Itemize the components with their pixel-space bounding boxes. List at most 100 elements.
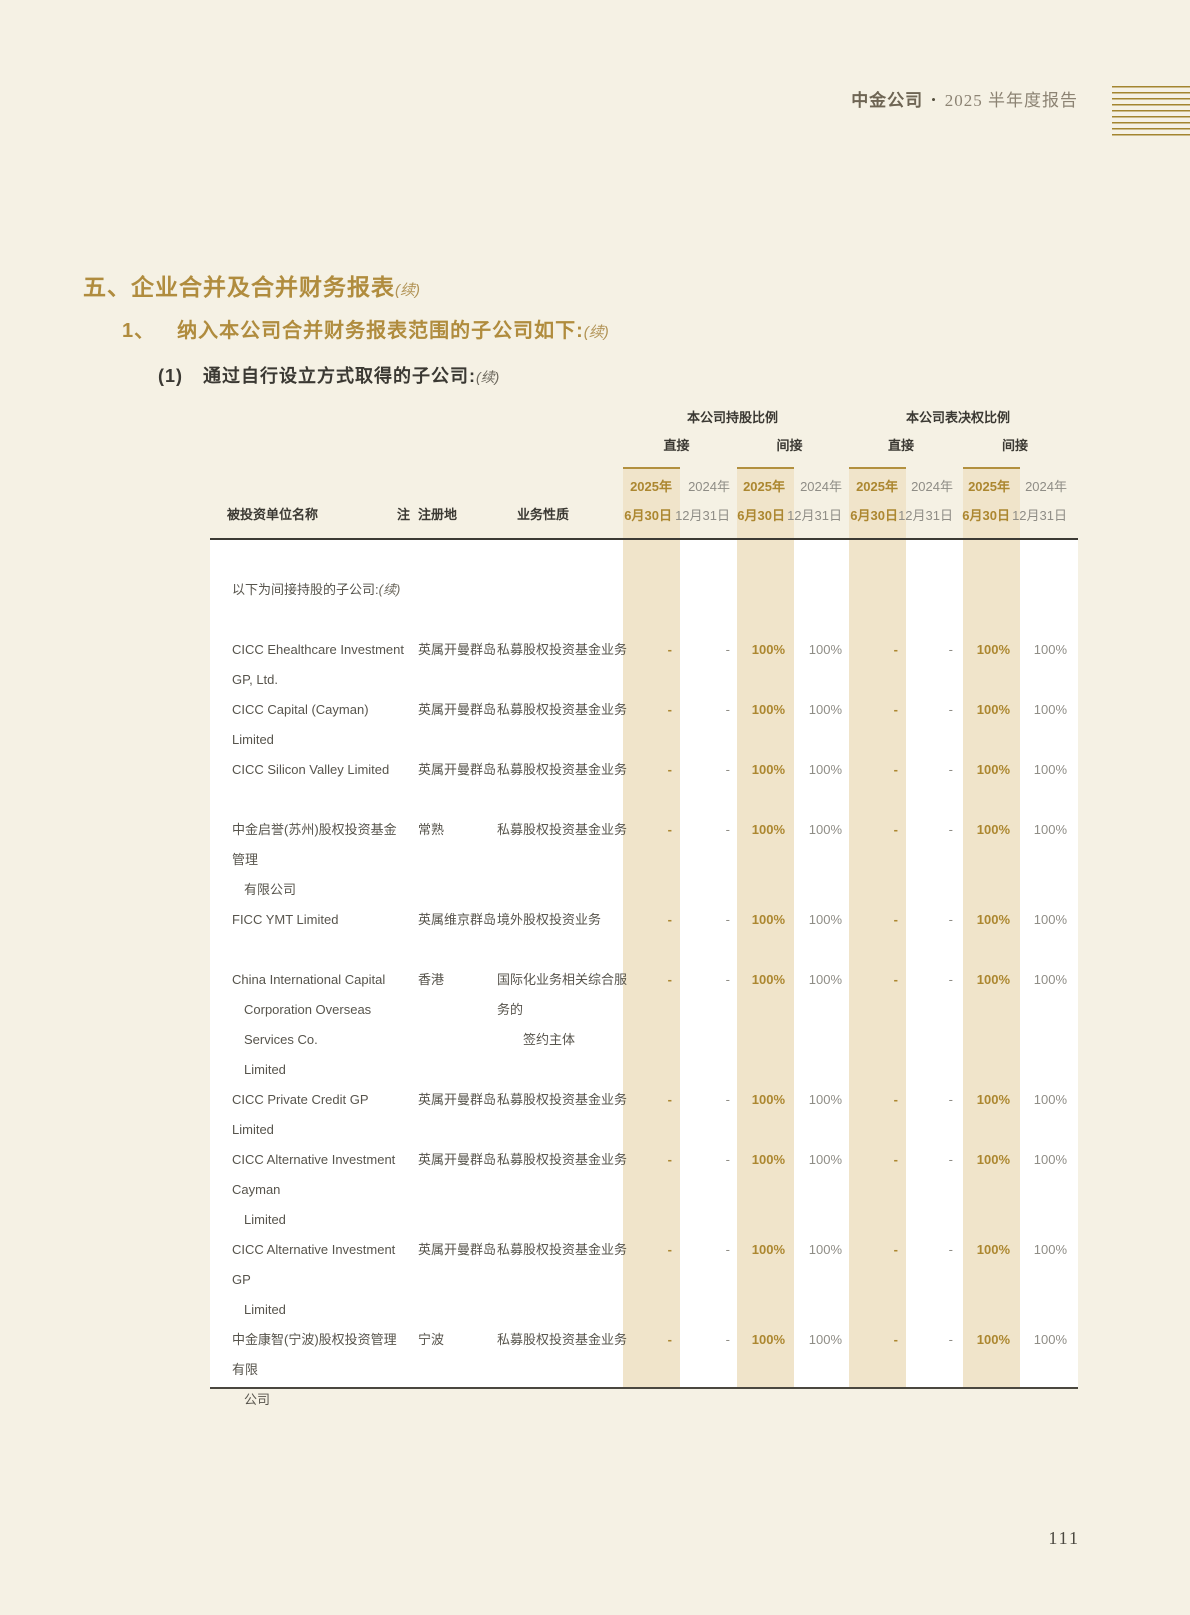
value-cell: -: [893, 1332, 898, 1347]
company-name-line: 中金康智(宁波)股权投资管理有限: [232, 1332, 397, 1377]
table-row: CICC Alternative Investment Cayman Limite…: [210, 1145, 1078, 1227]
value-cell: 100%: [976, 702, 1010, 717]
value-cell: 100%: [808, 762, 842, 777]
company-name-line: CICC Alternative Investment GP: [232, 1242, 396, 1287]
date-header-2025: 2025年 6月30日: [962, 479, 1010, 523]
business-nature: 私募股权投资基金业务: [497, 635, 635, 665]
value-cell: -: [667, 1242, 672, 1257]
value-cell: -: [725, 762, 730, 777]
company-name: CICC Capital (Cayman) Limited: [232, 695, 404, 755]
subsubsection-number: (1): [158, 366, 183, 386]
company-name-line: Limited: [244, 1062, 286, 1077]
value-cell: -: [667, 702, 672, 717]
company-name-line: CICC Ehealthcare Investment GP, Ltd.: [232, 642, 404, 687]
value-cell: 100%: [808, 642, 842, 657]
value-cell: -: [948, 1242, 953, 1257]
business-nature-line: 私募股权投资基金业务: [497, 762, 628, 777]
company-name-line: CICC Silicon Valley Limited: [232, 762, 390, 777]
value-cell: -: [893, 1152, 898, 1167]
value-cell: -: [893, 822, 898, 837]
registered-place: 常熟: [418, 822, 445, 837]
highlight-column-2025: [737, 467, 794, 1387]
separator-dot-icon: •: [931, 92, 937, 107]
subsection-heading: 1、 纳入本公司合并财务报表范围的子公司如下:(续): [122, 314, 609, 343]
value-cell: 100%: [976, 912, 1010, 927]
registered-place: 英属维京群岛: [418, 912, 497, 927]
date-header-2024: 2024年 12月31日: [898, 479, 953, 523]
value-cell: -: [725, 702, 730, 717]
company-name: CICC Silicon Valley Limited: [232, 755, 404, 785]
value-cell: -: [667, 762, 672, 777]
subsubsection-heading-text: 通过自行设立方式取得的子公司:: [203, 366, 476, 386]
value-cell: -: [948, 822, 953, 837]
table-header: 本公司持股比例 本公司表决权比例 直接 间接 直接 间接 2025年 6月30日…: [210, 395, 1078, 540]
table-header-rule: [210, 538, 1078, 540]
date-header-2024: 2024年 12月31日: [787, 479, 842, 523]
value-cell: 100%: [976, 762, 1010, 777]
continued-marker: (续): [476, 369, 500, 385]
value-cell: 100%: [976, 1332, 1010, 1347]
value-cell: 100%: [751, 912, 785, 927]
value-cell: 100%: [808, 912, 842, 927]
table-row: CICC Silicon Valley Limited 英属开曼群岛 私募股权投资基…: [210, 755, 1078, 785]
value-cell: -: [725, 822, 730, 837]
company-name-line: 公司: [244, 1392, 271, 1407]
value-cell: -: [893, 972, 898, 987]
value-cell: 100%: [751, 1092, 785, 1107]
value-cell: 100%: [751, 1152, 785, 1167]
horizontal-lines-decoration-icon: [1112, 86, 1190, 137]
company-name-line: CICC Alternative Investment Cayman: [232, 1152, 396, 1197]
company-name: CICC Ehealthcare Investment GP, Ltd.: [232, 635, 404, 695]
registered-place: 英属开曼群岛: [418, 702, 497, 717]
date-header-2025: 2025年 6月30日: [737, 479, 785, 523]
business-nature-line: 私募股权投资基金业务: [497, 822, 628, 837]
value-cell: 100%: [976, 822, 1010, 837]
sub-header-indirect: 间接: [776, 438, 803, 453]
company-name: CICC Alternative Investment Cayman Limite…: [232, 1145, 404, 1235]
value-cell: -: [948, 1092, 953, 1107]
business-nature: 私募股权投资基金业务: [497, 1325, 635, 1355]
value-cell: -: [948, 642, 953, 657]
value-cell: 100%: [751, 642, 785, 657]
business-nature: 私募股权投资基金业务: [497, 1085, 635, 1115]
value-cell: 100%: [976, 972, 1010, 987]
highlight-column-2025: [849, 467, 906, 1387]
value-cell: -: [725, 642, 730, 657]
value-cell: -: [948, 912, 953, 927]
table-row: China International Capital Corporation O…: [210, 965, 1078, 1077]
highlight-column-2025: [623, 467, 680, 1387]
company-name: CICC Alternative Investment GP Limited: [232, 1235, 404, 1325]
continued-marker: (续): [583, 324, 609, 341]
section-heading: 五、企业合并及合并财务报表(续): [83, 268, 420, 302]
value-cell: -: [667, 1152, 672, 1167]
value-cell: -: [948, 702, 953, 717]
sub-header-direct: 直接: [887, 438, 914, 453]
value-cell: -: [948, 1332, 953, 1347]
business-nature-line: 私募股权投资基金业务: [497, 1242, 628, 1257]
value-cell: 100%: [751, 1332, 785, 1347]
business-nature-line: 境外股权投资业务: [497, 912, 602, 927]
value-cell: 100%: [751, 762, 785, 777]
date-header-2024: 2024年 12月31日: [675, 479, 730, 523]
company-name: CICC Private Credit GP Limited: [232, 1085, 404, 1145]
value-cell: 100%: [1033, 702, 1067, 717]
registered-place: 香港: [418, 972, 445, 987]
company-name-line: FICC YMT Limited: [232, 912, 339, 927]
business-nature: 境外股权投资业务: [497, 905, 635, 935]
value-cell: -: [667, 1092, 672, 1107]
value-cell: 100%: [976, 1152, 1010, 1167]
subsubsection-heading: (1) 通过自行设立方式取得的子公司:(续): [158, 362, 499, 388]
registered-place: 英属开曼群岛: [418, 1152, 497, 1167]
value-cell: 100%: [808, 1092, 842, 1107]
column-header-note: 注: [397, 507, 411, 522]
business-nature: 私募股权投资基金业务: [497, 755, 635, 785]
value-cell: -: [667, 822, 672, 837]
business-nature: 私募股权投资基金业务: [497, 815, 635, 845]
registered-place: 英属开曼群岛: [418, 1242, 497, 1257]
page-header: 中金公司 • 2025 半年度报告: [851, 86, 1078, 111]
business-nature-line: 私募股权投资基金业务: [497, 642, 628, 657]
value-cell: -: [948, 1152, 953, 1167]
value-cell: -: [667, 972, 672, 987]
sub-header-indirect: 间接: [1001, 438, 1028, 453]
value-cell: 100%: [808, 1152, 842, 1167]
